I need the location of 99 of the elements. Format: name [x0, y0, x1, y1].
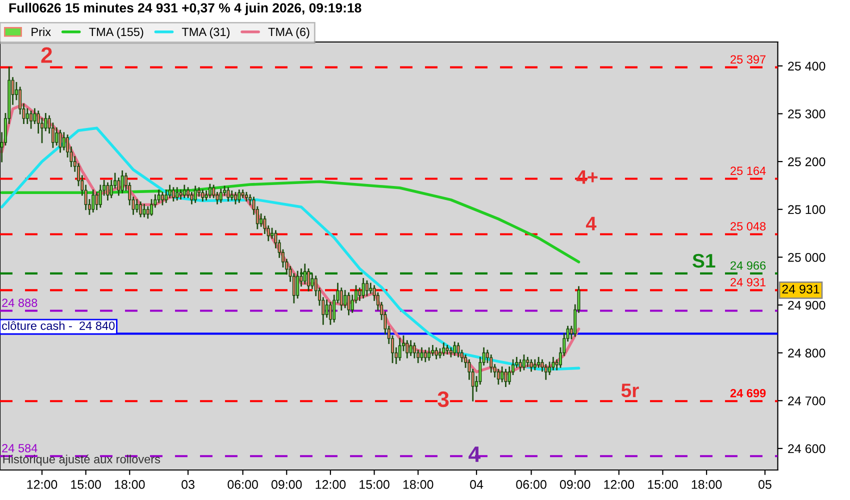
candlestick — [522, 354, 526, 370]
chart-title: Full0626 15 minutes 24 931 +0,37 % 4 juin 2026, 09:19:18 — [9, 2, 362, 16]
candlestick — [296, 270, 300, 299]
ref-line-label: 24 584 — [2, 444, 38, 452]
candlestick — [182, 184, 186, 198]
x-tick-label: 04 — [470, 480, 484, 489]
candlestick — [533, 359, 536, 370]
candlestick — [95, 192, 98, 210]
annotation: 4+ — [576, 170, 598, 184]
ref-line-label: 25 048 — [730, 222, 766, 230]
y-tick-label: 25 100 — [788, 205, 826, 214]
x-tick-label: 05 — [758, 480, 772, 489]
legend-label: TMA (155) — [89, 27, 144, 38]
candlestick — [226, 187, 230, 202]
candlestick — [325, 300, 328, 318]
candlestick — [55, 127, 58, 146]
ref-line-label: clôture cash - 24 840 — [2, 321, 115, 330]
ref-line-label: 24 931 — [730, 278, 766, 286]
candlestick — [139, 202, 142, 218]
candlestick — [30, 110, 33, 129]
ref-line-label: 24 888 — [2, 298, 38, 307]
x-tick-label: 15:00 — [648, 480, 678, 489]
candlestick — [26, 108, 29, 124]
candlestick — [424, 350, 427, 362]
x-tick-label: 18:00 — [114, 480, 145, 489]
y-tick-label: 24 600 — [788, 444, 826, 454]
candlestick — [238, 190, 241, 203]
candlestick — [208, 184, 212, 198]
x-tick-label: 06:00 — [516, 480, 546, 489]
x-tick-label: 15:00 — [71, 480, 101, 489]
candlestick — [176, 187, 179, 201]
candlestick — [347, 292, 350, 316]
candlestick — [500, 366, 504, 382]
candlestick — [58, 130, 62, 153]
x-tick-label: 03 — [182, 480, 194, 489]
candlestick — [33, 108, 36, 124]
candlestick — [160, 192, 164, 206]
y-tick-label: 24 800 — [788, 348, 826, 358]
candlestick — [537, 356, 540, 368]
ref-line-label: 24 966 — [730, 261, 766, 270]
ref-line-label: 24 699 — [730, 389, 766, 398]
candlestick — [135, 199, 138, 212]
annotation: 3 — [438, 391, 449, 408]
x-tick-label: 09:00 — [560, 480, 590, 489]
x-tick-label: 12:00 — [316, 480, 346, 489]
candlestick — [409, 340, 412, 356]
candlestick — [260, 213, 263, 227]
annotation: S1 — [692, 254, 716, 268]
candlestick — [434, 347, 438, 360]
x-tick-label: 09:00 — [271, 480, 302, 489]
annotation: 5r — [621, 384, 639, 398]
y-tick-label: 25 300 — [788, 110, 826, 118]
candlestick — [62, 132, 66, 150]
candlestick — [106, 182, 110, 201]
annotation: 2 — [41, 47, 52, 63]
candlestick — [453, 342, 456, 356]
annotation: 4 — [586, 216, 596, 230]
candlestick — [530, 359, 533, 372]
y-tick-label: 25 000 — [788, 252, 826, 262]
candlestick — [172, 187, 175, 202]
candlestick — [504, 368, 508, 388]
candlestick — [369, 282, 372, 294]
y-tick-label: 25 400 — [788, 62, 826, 71]
annotation: Historique ajusté aux rollovers — [3, 454, 160, 466]
legend-label: Prix — [32, 27, 51, 36]
candlestick — [398, 338, 402, 361]
candlestick — [120, 170, 124, 194]
x-tick-label: 18:00 — [403, 480, 434, 489]
y-tick-label: 24 700 — [788, 396, 826, 406]
x-tick-label: 18:00 — [692, 480, 722, 489]
ref-line-label: 25 397 — [730, 55, 766, 64]
x-tick-label: 06:00 — [228, 480, 258, 489]
candlestick — [303, 264, 306, 284]
y-tick-label: 25 200 — [788, 157, 826, 166]
candlestick — [442, 342, 446, 356]
candlestick — [92, 190, 95, 212]
candlestick — [344, 290, 347, 308]
x-tick-label: 12:00 — [27, 480, 58, 489]
candlestick — [142, 204, 146, 218]
x-tick-label: 15:00 — [360, 480, 390, 489]
candlestick — [362, 278, 365, 299]
legend-label: TMA (31) — [182, 27, 230, 38]
candlestick — [146, 206, 150, 219]
candlestick — [219, 188, 222, 203]
candlestick — [420, 347, 424, 361]
annotation: 4 — [468, 446, 480, 462]
y-tick-label: 24 900 — [788, 300, 826, 310]
ref-line-label: 25 164 — [730, 166, 766, 175]
candlestick — [194, 186, 197, 203]
candlestick — [201, 190, 204, 202]
x-tick-label: 12:00 — [604, 480, 634, 489]
candlestick — [428, 347, 431, 361]
candlestick — [234, 192, 238, 204]
text: 24 931 — [782, 284, 820, 294]
candlestick — [310, 273, 314, 289]
candlestick — [328, 302, 332, 325]
candlestick — [518, 359, 522, 372]
candlestick — [365, 280, 368, 296]
legend-label: TMA (6) — [268, 27, 310, 38]
